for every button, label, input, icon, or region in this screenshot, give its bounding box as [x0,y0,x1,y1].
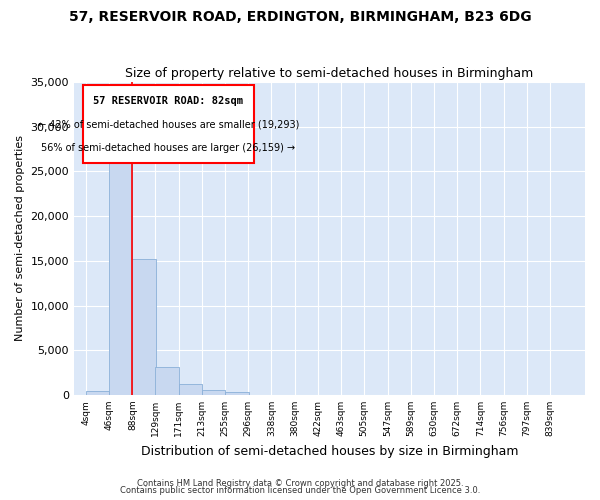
FancyBboxPatch shape [83,85,254,164]
Bar [109,162,133,395]
Bar [86,392,109,395]
Bar [202,390,225,395]
X-axis label: Distribution of semi-detached houses by size in Birmingham: Distribution of semi-detached houses by … [141,444,518,458]
Text: 57 RESERVOIR ROAD: 82sqm: 57 RESERVOIR ROAD: 82sqm [93,96,243,106]
Text: Contains HM Land Registry data © Crown copyright and database right 2025.: Contains HM Land Registry data © Crown c… [137,478,463,488]
Text: 56% of semi-detached houses are larger (26,159) →: 56% of semi-detached houses are larger (… [41,143,295,153]
Y-axis label: Number of semi-detached properties: Number of semi-detached properties [15,136,25,342]
Bar [179,384,202,395]
Bar [155,367,179,395]
Bar [225,392,248,395]
Bar [133,259,156,395]
Text: Contains public sector information licensed under the Open Government Licence 3.: Contains public sector information licen… [120,486,480,495]
Title: Size of property relative to semi-detached houses in Birmingham: Size of property relative to semi-detach… [125,66,533,80]
Text: 57, RESERVOIR ROAD, ERDINGTON, BIRMINGHAM, B23 6DG: 57, RESERVOIR ROAD, ERDINGTON, BIRMINGHA… [68,10,532,24]
Text: ← 42% of semi-detached houses are smaller (19,293): ← 42% of semi-detached houses are smalle… [38,120,299,130]
